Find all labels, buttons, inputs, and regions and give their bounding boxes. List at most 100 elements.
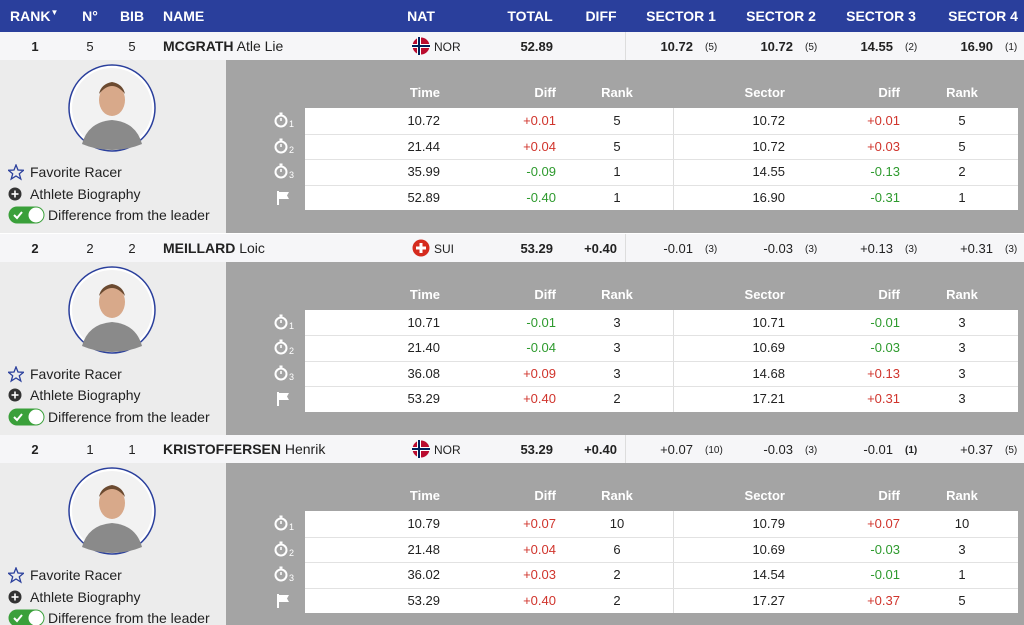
difference-toggle[interactable]: Difference from the leader	[48, 610, 210, 625]
split-column-header: Rank	[601, 85, 633, 100]
split-sector-rank: 1	[958, 189, 966, 205]
difference-toggle[interactable]: Difference from the leader	[48, 207, 210, 223]
split-rank: 5	[613, 113, 621, 128]
athlete-biography[interactable]: Athlete Biography	[30, 387, 141, 403]
column-header[interactable]: TOTAL	[507, 8, 553, 24]
difference-toggle-icon[interactable]	[8, 609, 46, 625]
column-header[interactable]: SECTOR 2	[746, 8, 816, 24]
split-time: 10.72	[407, 113, 440, 128]
split-sector-diff: -0.01	[870, 567, 900, 582]
split-sector-rank: 2	[958, 164, 966, 179]
split-diff: -0.04	[526, 340, 556, 355]
split-column-header: Diff	[534, 488, 556, 503]
sector-time: -0.03	[763, 442, 793, 457]
sector-rank: (3)	[1005, 243, 1018, 255]
favorite-racer-icon[interactable]	[8, 567, 24, 585]
column-header[interactable]: BIB	[119, 8, 145, 24]
finish-icon	[277, 593, 289, 608]
stopwatch-icon	[274, 112, 288, 128]
column-header[interactable]: SECTOR 4	[948, 8, 1018, 24]
stopwatch-icon	[274, 163, 288, 179]
sector-time: -0.01	[863, 442, 893, 457]
athlete-photo	[68, 467, 156, 555]
favorite-racer[interactable]: Favorite Racer	[30, 164, 122, 180]
split-column-header: Sector	[744, 85, 785, 100]
split-column-header: Diff	[878, 488, 900, 503]
column-header[interactable]: RANK▼	[10, 8, 59, 24]
split-time: 21.40	[407, 340, 440, 355]
column-header[interactable]: N°	[82, 8, 98, 24]
split-sector-rank: 10	[954, 516, 970, 531]
split-sector-rank: 3	[958, 541, 966, 557]
split-column-header: Time	[409, 286, 440, 302]
split-column-header: Time	[409, 85, 440, 100]
split-sector-diff: +0.07	[867, 516, 900, 531]
athlete-photo	[68, 265, 156, 354]
split-column-header: Rank	[601, 286, 633, 302]
sector-rank: (3)	[705, 243, 718, 255]
split-column-header: Sector	[744, 488, 785, 503]
intermediate-number: 2	[289, 346, 295, 356]
favorite-racer-icon[interactable]	[8, 164, 24, 182]
difference-toggle-icon[interactable]	[8, 206, 46, 224]
bib: 1	[128, 442, 136, 457]
column-header[interactable]: SECTOR 3	[846, 8, 916, 24]
column-header[interactable]: NAT	[407, 8, 435, 24]
column-header[interactable]: NAME	[163, 8, 205, 24]
favorite-racer[interactable]: Favorite Racer	[30, 567, 122, 583]
sector-rank: (5)	[805, 42, 818, 53]
racer-row[interactable]	[0, 233, 1024, 262]
stopwatch-icon	[274, 365, 288, 380]
favorite-racer[interactable]: Favorite Racer	[30, 365, 122, 382]
intermediate-number: 1	[289, 119, 295, 129]
diff: +0.40	[584, 442, 617, 457]
split-sector-diff: -0.31	[870, 189, 900, 205]
split-sector-rank: 3	[958, 340, 966, 355]
difference-toggle[interactable]: Difference from the leader	[48, 408, 210, 425]
finish-icon	[277, 392, 289, 406]
racer-row[interactable]	[0, 435, 1024, 463]
column-header[interactable]: DIFF	[585, 8, 617, 24]
athlete-biography-icon[interactable]	[8, 589, 24, 607]
sector-rank: (1)	[905, 445, 918, 456]
sector-rank: (5)	[1005, 445, 1018, 456]
split-time: 53.29	[407, 592, 440, 608]
split-sector: 14.68	[752, 365, 785, 381]
athlete-biography-icon[interactable]	[8, 387, 24, 405]
split-sector-diff: -0.03	[870, 541, 900, 557]
split-sector-diff: +0.01	[867, 113, 900, 128]
split-sector-diff: -0.03	[870, 340, 900, 355]
racer-row[interactable]	[0, 32, 1024, 60]
sector-time: 14.55	[860, 39, 893, 54]
split-sector-diff: +0.37	[867, 592, 900, 608]
sector-rank: (10)	[705, 445, 723, 456]
split-sector: 14.54	[752, 567, 785, 582]
split-rank: 2	[613, 567, 621, 582]
intermediate-number: 2	[289, 547, 295, 558]
favorite-racer-icon[interactable]	[8, 365, 24, 384]
rank: 1	[31, 39, 39, 54]
split-diff: -0.09	[526, 164, 556, 179]
split-sector: 10.69	[752, 541, 785, 557]
total: 53.29	[520, 442, 553, 457]
athlete-biography[interactable]: Athlete Biography	[30, 185, 141, 202]
split-time: 21.44	[407, 138, 440, 154]
row-divider	[305, 536, 1018, 538]
split-rank: 1	[613, 189, 621, 205]
intermediate-number: 1	[289, 320, 295, 331]
split-diff: +0.03	[523, 567, 556, 582]
split-rank: 3	[613, 314, 621, 330]
sort-arrow: ▼	[50, 8, 59, 17]
sector-time: -0.01	[663, 240, 693, 256]
sector-time: +0.13	[860, 240, 893, 256]
split-sector: 10.72	[752, 113, 785, 128]
split-rank: 6	[613, 541, 621, 557]
split-diff: +0.40	[523, 391, 556, 406]
sector-rank: (1)	[1005, 42, 1018, 53]
athlete-biography[interactable]: Athlete Biography	[30, 588, 141, 605]
difference-toggle-icon[interactable]	[8, 408, 46, 426]
column-header[interactable]: SECTOR 1	[646, 8, 716, 24]
sector-rank: (3)	[805, 243, 818, 255]
athlete-biography-icon[interactable]	[8, 186, 24, 204]
